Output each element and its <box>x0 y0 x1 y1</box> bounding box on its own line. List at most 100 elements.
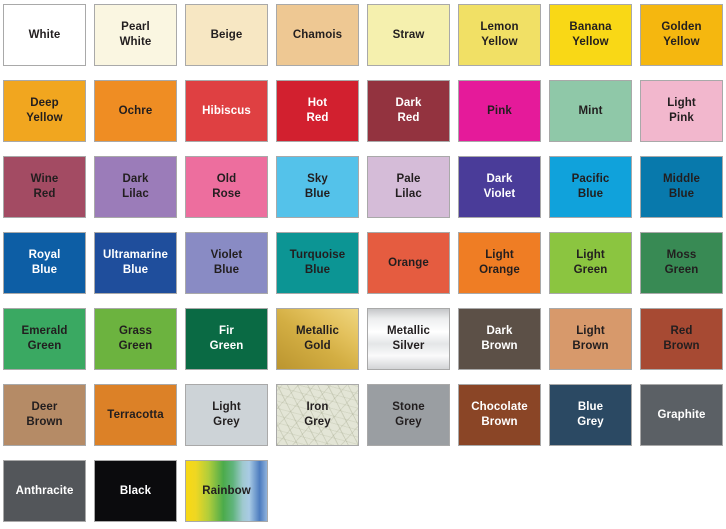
color-swatch-golden-yellow[interactable]: Golden Yellow <box>640 4 723 66</box>
color-swatch-label: Light Orange <box>479 249 520 276</box>
color-swatch-label: Grass Green <box>118 325 153 352</box>
color-swatch-label: Sky Blue <box>304 173 331 200</box>
color-swatch-deer-brown[interactable]: Deer Brown <box>3 384 86 446</box>
color-swatch-label: Wine Red <box>30 173 59 200</box>
color-swatch-chocolate-brown[interactable]: Chocolate Brown <box>458 384 541 446</box>
color-swatch-ultramarine-blue[interactable]: Ultramarine Blue <box>94 232 177 294</box>
color-swatch-label: Fir Green <box>209 325 244 352</box>
color-swatch-light-green[interactable]: Light Green <box>549 232 632 294</box>
color-swatch-label: Light Brown <box>572 325 609 352</box>
color-swatch-beige[interactable]: Beige <box>185 4 268 66</box>
color-swatch-label: Red Brown <box>663 325 700 352</box>
color-swatch-light-pink[interactable]: Light Pink <box>640 80 723 142</box>
color-swatch-label: Dark Lilac <box>122 173 149 200</box>
color-swatch-banana-yellow[interactable]: Banana Yellow <box>549 4 632 66</box>
color-swatch-hot-red[interactable]: Hot Red <box>276 80 359 142</box>
color-swatch-label: Anthracite <box>15 484 74 497</box>
color-swatch-label: Pink <box>487 104 512 117</box>
color-swatch-label: Mint <box>578 104 603 117</box>
color-swatch-label: Graphite <box>657 408 706 421</box>
color-swatch-white[interactable]: White <box>3 4 86 66</box>
color-swatch-label: Dark Brown <box>481 325 518 352</box>
color-swatch-label: Deer Brown <box>26 401 63 428</box>
color-swatch-metallic-gold[interactable]: Metallic Gold <box>276 308 359 370</box>
color-swatch-chamois[interactable]: Chamois <box>276 4 359 66</box>
color-swatch-label: Pacific Blue <box>571 173 610 200</box>
color-swatch-violet-blue[interactable]: Violet Blue <box>185 232 268 294</box>
color-swatch-label: Turquoise Blue <box>289 249 346 276</box>
color-swatch-label: Old Rose <box>212 173 241 200</box>
color-swatch-label: Lemon Yellow <box>480 21 519 48</box>
color-swatch-light-grey[interactable]: Light Grey <box>185 384 268 446</box>
color-swatch-terracotta[interactable]: Terracotta <box>94 384 177 446</box>
color-swatch-turquoise-blue[interactable]: Turquoise Blue <box>276 232 359 294</box>
color-swatch-metallic-silver[interactable]: Metallic Silver <box>367 308 450 370</box>
color-swatch-label: Rainbow <box>202 484 251 497</box>
color-swatch-dark-brown[interactable]: Dark Brown <box>458 308 541 370</box>
color-swatch-straw[interactable]: Straw <box>367 4 450 66</box>
color-swatch-label: Iron Grey <box>304 401 331 428</box>
color-swatch-hibiscus[interactable]: Hibiscus <box>185 80 268 142</box>
color-swatch-label: Light Green <box>573 249 608 276</box>
color-swatch-stone-grey[interactable]: Stone Grey <box>367 384 450 446</box>
color-swatch-middle-blue[interactable]: Middle Blue <box>640 156 723 218</box>
color-swatch-ochre[interactable]: Ochre <box>94 80 177 142</box>
color-swatch-label: Emerald Green <box>21 325 68 352</box>
color-swatch-rainbow[interactable]: Rainbow <box>185 460 268 522</box>
color-swatch-label: White <box>28 28 61 41</box>
color-swatch-royal-blue[interactable]: Royal Blue <box>3 232 86 294</box>
color-swatch-blue-grey[interactable]: Blue Grey <box>549 384 632 446</box>
color-swatch-label: Black <box>119 484 152 497</box>
color-swatch-label: Hot Red <box>306 97 329 124</box>
color-swatch-label: Beige <box>210 28 243 41</box>
color-swatch-label: Ochre <box>118 104 153 117</box>
color-swatch-label: Chocolate Brown <box>471 401 528 428</box>
color-swatch-label: Blue Grey <box>577 401 604 428</box>
color-swatch-label: Terracotta <box>107 408 164 421</box>
color-swatch-pink[interactable]: Pink <box>458 80 541 142</box>
color-swatch-label: Middle Blue <box>662 173 700 200</box>
color-swatch-label: Metallic Gold <box>296 325 339 352</box>
color-swatch-pacific-blue[interactable]: Pacific Blue <box>549 156 632 218</box>
color-swatch-label: Dark Red <box>395 97 422 124</box>
color-swatch-label: Light Grey <box>212 401 241 428</box>
color-swatch-graphite[interactable]: Graphite <box>640 384 723 446</box>
color-swatch-label: Hibiscus <box>202 104 251 117</box>
color-swatch-label: Deep Yellow <box>26 97 63 124</box>
color-swatch-lemon-yellow[interactable]: Lemon Yellow <box>458 4 541 66</box>
color-swatch-emerald-green[interactable]: Emerald Green <box>3 308 86 370</box>
color-swatch-wine-red[interactable]: Wine Red <box>3 156 86 218</box>
color-swatch-light-brown[interactable]: Light Brown <box>549 308 632 370</box>
color-swatch-red-brown[interactable]: Red Brown <box>640 308 723 370</box>
color-swatch-label: Banana Yellow <box>569 21 612 48</box>
color-swatch-orange[interactable]: Orange <box>367 232 450 294</box>
color-swatch-mint[interactable]: Mint <box>549 80 632 142</box>
color-swatch-label: Royal Blue <box>28 249 61 276</box>
color-swatch-pearl-white[interactable]: Pearl White <box>94 4 177 66</box>
color-swatch-grass-green[interactable]: Grass Green <box>94 308 177 370</box>
color-swatch-deep-yellow[interactable]: Deep Yellow <box>3 80 86 142</box>
color-swatch-old-rose[interactable]: Old Rose <box>185 156 268 218</box>
color-swatch-label: Golden Yellow <box>661 21 702 48</box>
color-swatch-label: Pearl White <box>119 21 152 48</box>
color-swatch-dark-violet[interactable]: Dark Violet <box>458 156 541 218</box>
color-swatch-dark-red[interactable]: Dark Red <box>367 80 450 142</box>
color-swatch-label: Orange <box>388 256 429 269</box>
color-swatch-label: Dark Violet <box>483 173 516 200</box>
color-swatch-label: Violet Blue <box>210 249 243 276</box>
color-swatch-pale-lilac[interactable]: Pale Lilac <box>367 156 450 218</box>
color-swatch-fir-green[interactable]: Fir Green <box>185 308 268 370</box>
color-swatch-sky-blue[interactable]: Sky Blue <box>276 156 359 218</box>
color-swatch-label: Light Pink <box>667 97 696 124</box>
color-swatch-label: Chamois <box>292 28 343 41</box>
color-swatch-label: Stone Grey <box>392 401 425 428</box>
color-swatch-anthracite[interactable]: Anthracite <box>3 460 86 522</box>
color-swatch-moss-green[interactable]: Moss Green <box>640 232 723 294</box>
color-swatch-dark-lilac[interactable]: Dark Lilac <box>94 156 177 218</box>
color-swatch-iron-grey[interactable]: Iron Grey <box>276 384 359 446</box>
color-swatch-label: Ultramarine Blue <box>102 249 168 276</box>
color-swatch-light-orange[interactable]: Light Orange <box>458 232 541 294</box>
color-swatch-black[interactable]: Black <box>94 460 177 522</box>
color-swatch-label: Metallic Silver <box>387 325 430 352</box>
